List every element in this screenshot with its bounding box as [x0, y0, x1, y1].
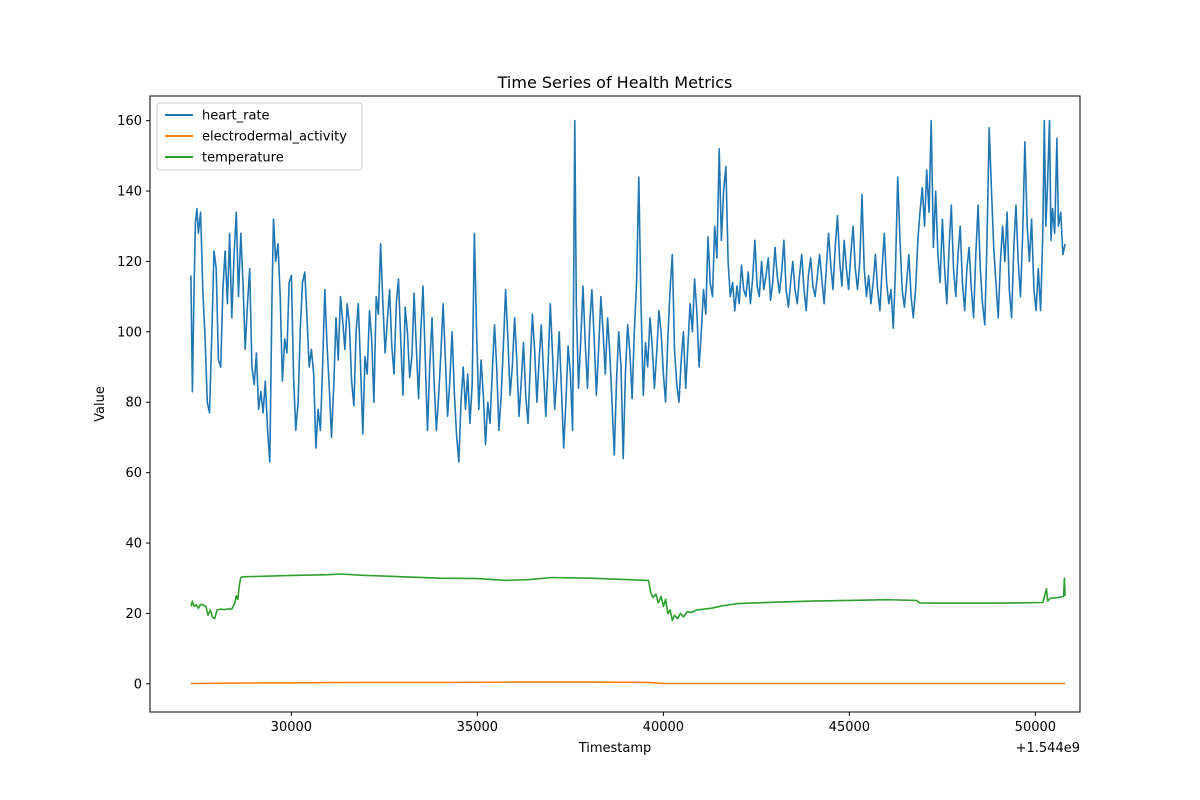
y-tick-label: 120	[117, 255, 142, 270]
y-tick-label: 20	[125, 607, 142, 622]
series-line-temperature	[190, 573, 1066, 622]
y-axis-label: Value	[93, 386, 108, 422]
x-tick-label: 30000	[271, 720, 312, 735]
chart-title: Time Series of Health Metrics	[497, 73, 733, 92]
x-tick-label: 50000	[1015, 720, 1056, 735]
axes-frame	[149, 95, 1081, 713]
x-tick-label: 40000	[643, 720, 684, 735]
y-tick-label: 160	[117, 114, 142, 129]
y-tick-label: 40	[125, 537, 142, 552]
legend-label-electrodermal-activity: electrodermal_activity	[202, 130, 347, 145]
y-tick-label: 0	[134, 677, 142, 692]
x-tick-label: 45000	[829, 720, 870, 735]
legend-box	[156, 102, 363, 171]
axes: 30000 35000 40000 45000 50000 0 20 40 60 80 100 120…	[117, 95, 1081, 735]
plot-area	[190, 119, 1066, 685]
y-tick-label: 100	[117, 325, 142, 340]
series-line-heart-rate	[190, 119, 1066, 463]
x-axis-offset-label: +1.544e9	[1016, 741, 1080, 756]
y-tick-label: 60	[125, 466, 142, 481]
series-line-electrodermal-activity	[190, 681, 1066, 685]
x-tick-label: 35000	[457, 720, 498, 735]
y-tick-label: 140	[117, 185, 142, 200]
legend: heart_rate electrodermal_activity temperat…	[156, 102, 363, 171]
x-axis-label: Timestamp	[578, 741, 652, 756]
y-tick-label: 80	[125, 396, 142, 411]
legend-label-heart-rate: heart_rate	[202, 109, 270, 124]
legend-label-temperature: temperature	[202, 151, 284, 166]
